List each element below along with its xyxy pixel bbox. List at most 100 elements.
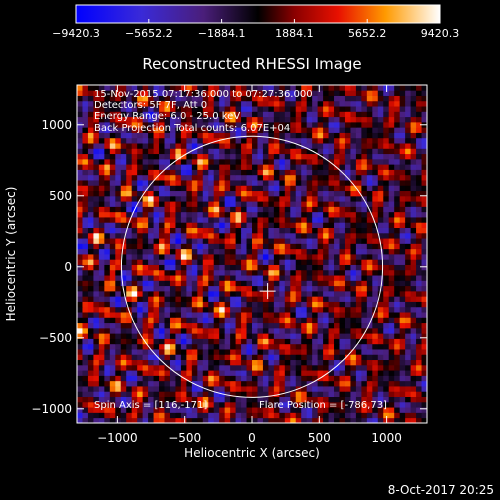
heatmap-cell (241, 195, 247, 202)
heatmap-cell (377, 380, 384, 387)
heatmap-cell (306, 264, 313, 271)
heatmap-cell (262, 370, 269, 376)
heatmap-cell (175, 206, 182, 213)
heatmap-cell (312, 185, 319, 192)
heatmap-cell (98, 296, 105, 302)
heatmap-cell (186, 148, 193, 155)
heatmap-cell (202, 391, 209, 397)
heatmap-cell (312, 227, 319, 234)
heatmap-cell (312, 222, 319, 228)
heatmap-cell (295, 106, 302, 112)
heatmap-cell (372, 312, 379, 318)
heatmap-cell (224, 143, 231, 149)
heatmap-cell (137, 306, 144, 313)
heatmap-cell (246, 412, 253, 419)
heatmap-cell (306, 185, 313, 192)
heatmap-cell (306, 222, 313, 228)
heatmap-cell (383, 190, 390, 197)
heatmap-cell (164, 359, 171, 366)
heatmap-cell (252, 370, 258, 376)
heatmap-cell (323, 95, 329, 102)
heatmap-cell (350, 375, 357, 382)
heatmap-cell (344, 201, 351, 207)
heatmap-cell (317, 359, 324, 366)
heatmap-cell (273, 264, 280, 271)
heatmap-cell (82, 195, 89, 202)
heatmap-cell (405, 137, 411, 144)
heatmap-cell (377, 106, 384, 112)
heatmap-cell (246, 322, 253, 329)
heatmap-cell (361, 137, 368, 144)
heatmap-cell (197, 195, 204, 202)
heatmap-cell (126, 206, 133, 213)
heatmap-cell (317, 370, 324, 376)
heatmap-cell (366, 412, 373, 419)
heatmap-cell (421, 169, 427, 176)
heatmap-cell (230, 333, 236, 339)
heatmap-cell (328, 317, 335, 324)
heatmap-cell (355, 121, 362, 128)
heatmap-cell (279, 143, 286, 149)
heatmap-cell (126, 143, 133, 149)
heatmap-cell (301, 327, 308, 334)
heatmap-cell (235, 217, 242, 223)
heatmap-cell (350, 95, 357, 102)
heatmap-cell (355, 301, 362, 308)
heatmap-cell (202, 327, 209, 334)
heatmap-cell (350, 137, 357, 144)
heatmap-cell (284, 370, 291, 376)
heatmap-cell (104, 195, 111, 202)
heatmap-cell (252, 301, 258, 308)
heatmap-cell (284, 106, 291, 112)
heatmap-cell (273, 238, 280, 244)
heatmap-cell (361, 232, 368, 239)
heatmap-cell (273, 407, 280, 413)
heatmap-cell (262, 327, 269, 334)
heatmap-cell (142, 206, 149, 213)
heatmap-cell (120, 100, 127, 107)
heatmap-cell (350, 417, 357, 423)
heatmap-cell (246, 85, 253, 91)
heatmap-cell (328, 158, 335, 165)
heatmap-cell (317, 111, 324, 118)
heatmap-cell (306, 338, 313, 345)
heatmap-cell (361, 143, 368, 149)
heatmap-cell (328, 312, 335, 318)
heatmap-cell (344, 364, 351, 371)
heatmap-cell (328, 354, 335, 361)
heatmap-cell (82, 143, 89, 149)
heatmap-cell (323, 132, 329, 139)
heatmap-cell (131, 143, 138, 149)
heatmap-cell (257, 391, 264, 397)
heatmap-cell (334, 338, 340, 345)
heatmap-cell (290, 158, 297, 165)
heatmap-cell (279, 380, 286, 387)
heatmap-cell (421, 327, 427, 334)
heatmap-cell (93, 412, 100, 419)
heatmap-cell (312, 116, 319, 123)
heatmap-cell (120, 396, 127, 403)
heatmap-cell (344, 254, 351, 260)
heatmap-cell (191, 127, 198, 133)
heatmap-cell (273, 164, 280, 170)
heatmap-cell (169, 338, 176, 345)
heatmap-cell (334, 364, 340, 371)
heatmap-cell (361, 396, 368, 403)
heatmap-cell (328, 100, 335, 107)
heatmap-cell (241, 121, 247, 128)
heatmap-cell (268, 264, 275, 271)
heatmap-cell (399, 153, 406, 160)
heatmap-cell (175, 296, 182, 302)
heatmap-cell (115, 275, 122, 281)
heatmap-cell (148, 164, 154, 170)
heatmap-cell (246, 232, 253, 239)
heatmap-cell (394, 338, 401, 345)
heatmap-cell (191, 327, 198, 334)
heatmap-cell (159, 95, 165, 102)
heatmap-cell (224, 359, 231, 366)
heatmap-cell (301, 227, 308, 234)
heatmap-cell (241, 370, 247, 376)
heatmap-cell (279, 174, 286, 181)
heatmap-cell (306, 275, 313, 281)
heatmap-cell (257, 312, 264, 318)
